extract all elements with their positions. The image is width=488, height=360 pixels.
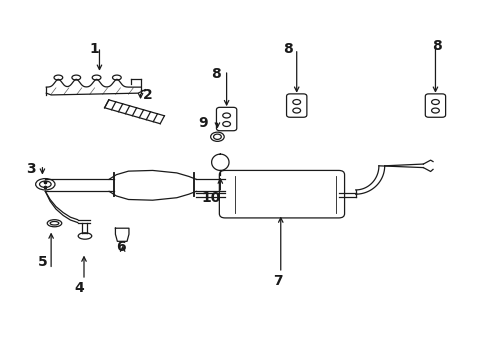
Text: 9: 9 [198,116,208,130]
Text: 3: 3 [26,162,36,176]
Text: 6: 6 [116,240,126,255]
Text: 4: 4 [74,281,84,295]
Text: 10: 10 [201,192,220,206]
Text: 8: 8 [283,42,292,56]
Text: 5: 5 [38,255,47,269]
Text: 8: 8 [431,39,441,53]
Text: 1: 1 [90,42,99,56]
Text: 2: 2 [142,88,152,102]
Text: 7: 7 [273,274,283,288]
Text: 8: 8 [211,67,221,81]
